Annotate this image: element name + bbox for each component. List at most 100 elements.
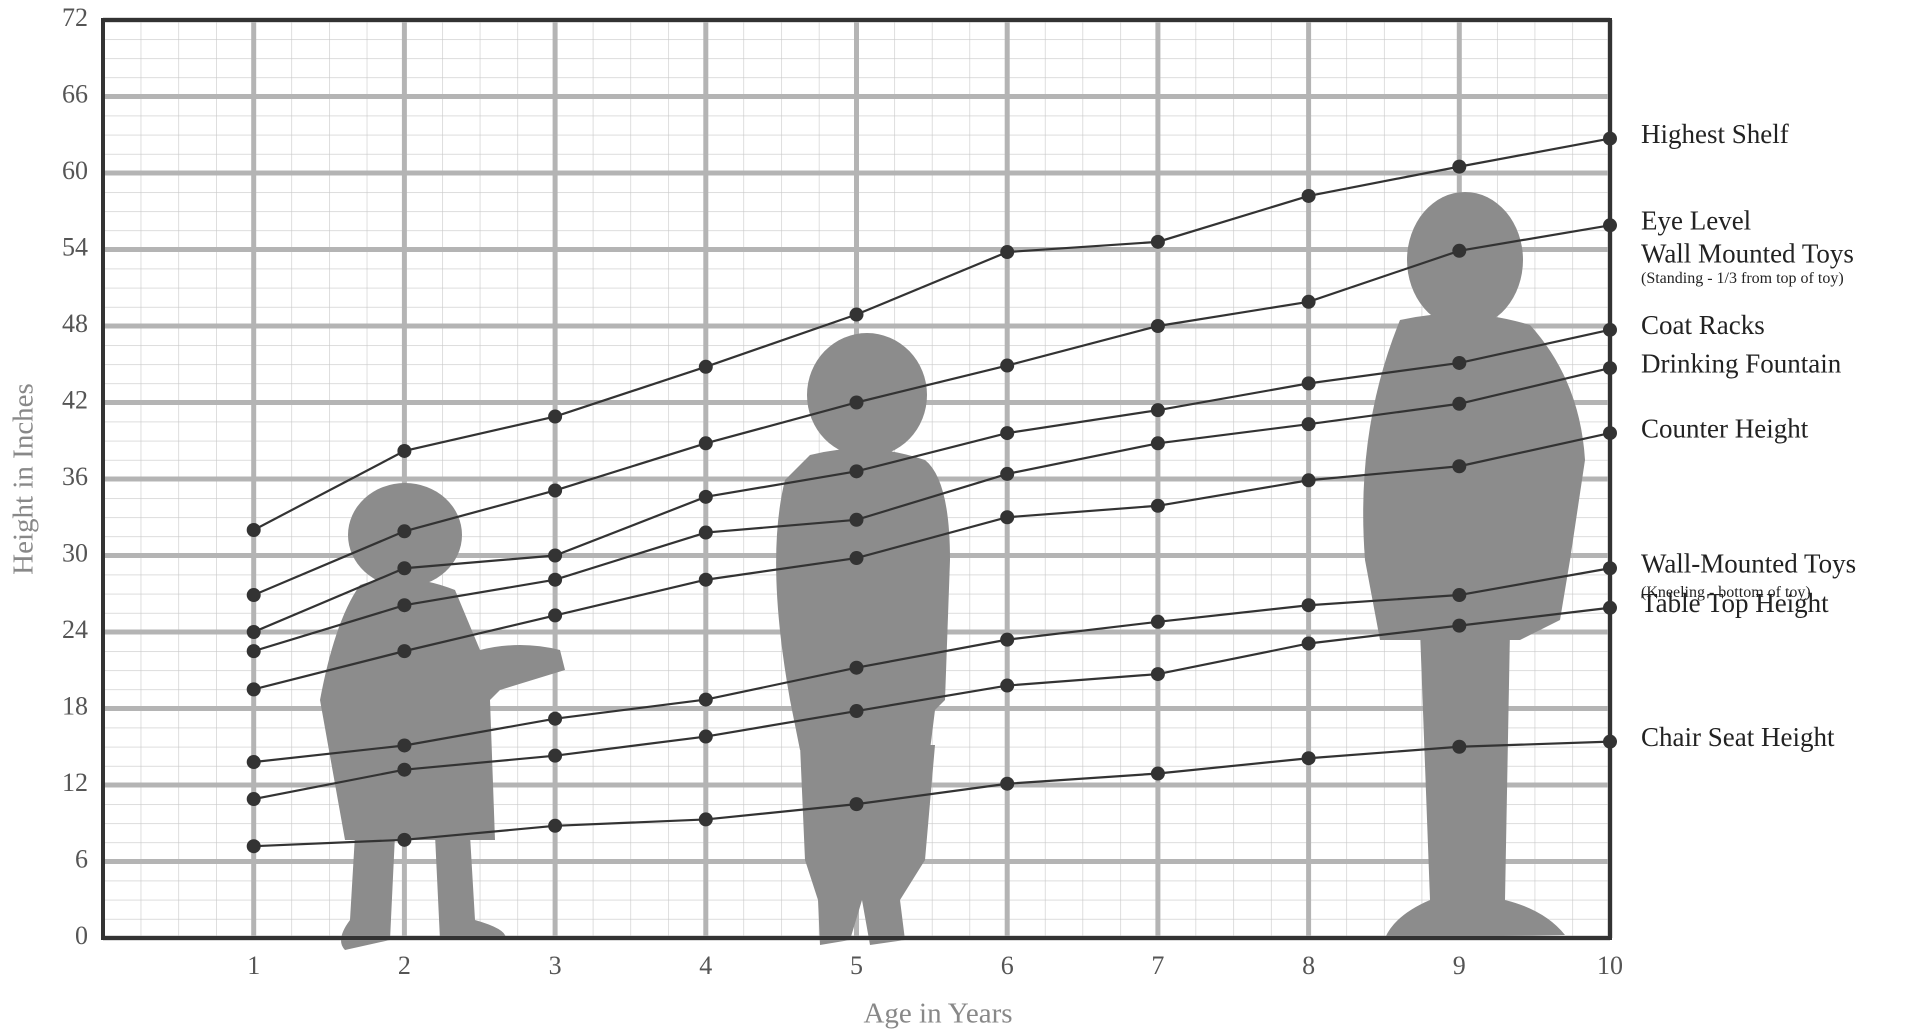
data-point — [1301, 294, 1316, 309]
data-point — [1452, 355, 1467, 370]
data-point — [1000, 632, 1015, 647]
data-point — [698, 572, 713, 587]
data-point — [698, 436, 713, 451]
y-tick-label: 18 — [62, 691, 88, 720]
y-tick-label: 0 — [75, 921, 88, 950]
series-line — [253, 137, 1611, 531]
data-point — [1603, 322, 1617, 337]
x-tick-label: 2 — [398, 951, 411, 980]
data-point — [849, 512, 864, 527]
data-point — [397, 443, 412, 458]
series-label: Eye Level — [1641, 205, 1751, 235]
data-point — [246, 588, 261, 603]
data-point — [1301, 417, 1316, 432]
data-point — [1301, 636, 1316, 651]
data-point — [1603, 131, 1617, 146]
data-point — [1301, 376, 1316, 391]
data-point — [397, 762, 412, 777]
y-tick-label: 54 — [62, 232, 88, 261]
data-point — [246, 625, 261, 639]
y-tick-label: 48 — [62, 309, 88, 338]
x-tick-label: 3 — [549, 951, 562, 980]
data-point — [397, 561, 412, 576]
data-point — [397, 598, 412, 613]
data-point — [849, 660, 864, 675]
data-point — [1150, 234, 1165, 249]
data-point — [698, 812, 713, 827]
series-label: Chair Seat Height — [1641, 722, 1835, 752]
data-point — [548, 409, 563, 424]
data-point — [1301, 751, 1316, 766]
series-note: (Kneeling - bottom of toy) — [1641, 584, 1811, 601]
data-point — [849, 797, 864, 812]
series-label: Highest Shelf — [1641, 119, 1789, 149]
data-point — [548, 483, 563, 498]
data-point — [698, 525, 713, 540]
data-point — [698, 359, 713, 374]
y-axis-title: Height in Inches — [8, 383, 40, 575]
y-tick-label: 36 — [62, 462, 88, 491]
series-label: Wall-Mounted Toys — [1641, 548, 1856, 578]
series-label: Wall Mounted Toys — [1641, 238, 1854, 268]
data-point — [849, 464, 864, 479]
data-point — [548, 711, 563, 726]
x-axis-title: Age in Years — [863, 998, 1012, 1030]
series-line — [253, 328, 1611, 634]
data-point — [397, 644, 412, 659]
x-tick-label: 4 — [699, 951, 712, 980]
data-point — [1000, 426, 1015, 441]
data-point — [1150, 766, 1165, 781]
data-point — [1000, 510, 1015, 525]
data-point — [246, 755, 261, 770]
data-point — [246, 792, 261, 807]
series-line — [253, 432, 1611, 691]
marks — [246, 131, 1617, 854]
data-point — [1452, 396, 1467, 411]
x-tick-label: 5 — [850, 951, 863, 980]
data-point — [1603, 600, 1617, 615]
data-point — [1150, 614, 1165, 629]
x-tick-label: 8 — [1302, 951, 1315, 980]
x-tick-label: 7 — [1151, 951, 1164, 980]
data-point — [1452, 159, 1467, 174]
y-tick-label: 42 — [62, 385, 88, 414]
data-point — [246, 644, 261, 659]
data-point — [849, 307, 864, 322]
data-point — [1452, 618, 1467, 633]
data-point — [849, 704, 864, 719]
series-line — [253, 567, 1611, 764]
y-tick-label: 72 — [62, 3, 88, 32]
data-point — [397, 738, 412, 753]
y-tick-label: 66 — [62, 79, 88, 108]
series-line — [253, 740, 1611, 848]
y-tick-label: 60 — [62, 156, 88, 185]
data-point — [246, 523, 261, 537]
data-point — [1150, 667, 1165, 682]
data-point — [1603, 426, 1617, 441]
data-point — [698, 489, 713, 504]
data-point — [1301, 598, 1316, 613]
series-label: Table Top Height — [1641, 588, 1829, 618]
data-point — [1452, 459, 1467, 474]
x-tick-label: 1 — [247, 951, 260, 980]
data-point — [698, 729, 713, 744]
data-point — [1603, 218, 1617, 233]
data-point — [1301, 473, 1316, 488]
data-point — [397, 832, 412, 847]
data-point — [849, 551, 864, 566]
data-point — [548, 548, 563, 563]
data-point — [1000, 245, 1015, 260]
data-point — [698, 692, 713, 707]
plot-frame — [101, 18, 1612, 940]
series-label: Coat Racks — [1641, 310, 1765, 340]
x-tick-label: 6 — [1001, 951, 1014, 980]
data-point — [1000, 466, 1015, 481]
y-tick-label: 24 — [62, 615, 88, 644]
y-tick-label: 6 — [75, 844, 88, 873]
series-line — [253, 606, 1611, 801]
x-tick-label: 9 — [1453, 951, 1466, 980]
data-point — [1603, 361, 1617, 376]
series-line — [253, 224, 1611, 597]
x-tick-label: 10 — [1597, 951, 1623, 980]
